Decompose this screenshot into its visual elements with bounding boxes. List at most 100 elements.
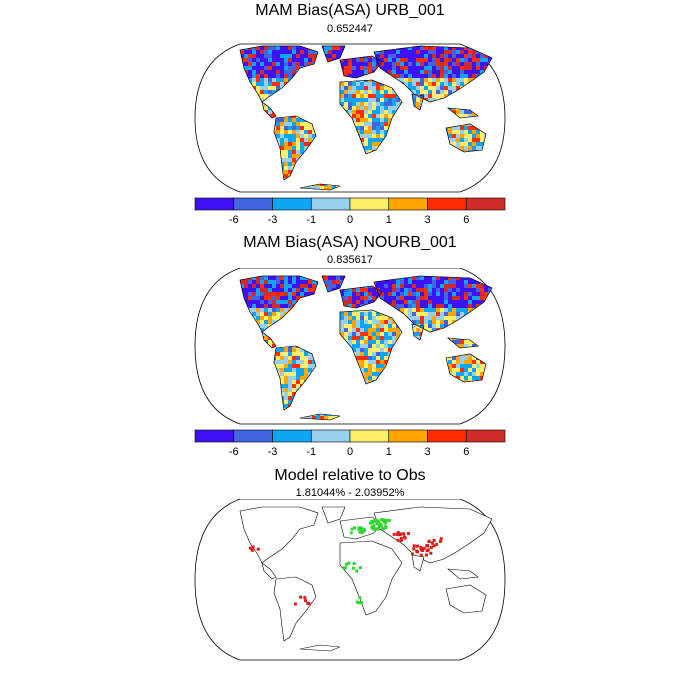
bias-cell [276,300,280,304]
bias-cell [476,42,480,46]
bias-cell [428,46,432,50]
bias-cell [284,170,288,174]
bias-cell [200,70,204,74]
bias-cell [384,94,388,98]
bias-cell [456,130,460,134]
bias-cell [420,58,424,62]
bias-cell [372,138,376,142]
bias-cell [384,352,388,356]
bias-cell [376,122,380,126]
bias-cell [376,86,380,90]
bias-cell [372,348,376,352]
bias-cell [456,316,460,320]
bias-cell [352,62,356,66]
bias-cell [392,300,396,304]
bias-cell [400,50,404,54]
bias-cell [356,102,360,106]
bias-cell [276,46,280,50]
bias-cell [448,364,452,368]
bias-cell [464,134,468,138]
bias-cell [444,66,448,70]
bias-cell [296,364,300,368]
bias-cell [300,288,304,292]
bias-cell [424,78,428,82]
bias-cell [292,368,296,372]
bias-cell [388,296,392,300]
bias-cell [352,340,356,344]
bias-cell [392,328,396,332]
bias-cell [432,304,436,308]
bias-cell [504,162,508,166]
bias-cell [400,54,404,58]
bias-cell [284,62,288,66]
bias-cell [372,292,376,296]
bias-cell [280,78,284,82]
bias-cell [212,46,216,50]
bias-cell [376,58,380,62]
bias-cell [336,280,340,284]
bias-cell [432,276,436,280]
bias-cell [272,70,276,74]
bias-cell [412,54,416,58]
bias-cell [452,142,456,146]
bias-cell [404,74,408,78]
bias-cell [328,284,332,288]
bias-cell [420,296,424,300]
bias-cell [284,364,288,368]
bias-cell [276,54,280,58]
bias-cell [364,150,368,154]
bias-cell [440,284,444,288]
bias-cell [288,288,292,292]
bias-cell [344,336,348,340]
bias-cell [336,276,340,280]
bias-cell [444,86,448,90]
bias-cell [284,74,288,78]
bias-cell [240,54,244,58]
bias-cell [472,292,476,296]
bias-cell [444,90,448,94]
bias-cell [444,296,448,300]
bias-cell [276,288,280,292]
bias-cell [424,316,428,320]
bias-cell [280,142,284,146]
bias-cell [248,54,252,58]
bias-cell [416,78,420,82]
bias-cell [196,58,200,62]
bias-cell [412,332,416,336]
bias-cell [264,58,268,62]
bias-cell [468,58,472,62]
bias-cell [368,292,372,296]
bias-cell [420,316,424,320]
bias-cell [260,276,264,280]
bias-cell [444,280,448,284]
bias-cell [292,70,296,74]
bias-cell [416,50,420,54]
bias-cell [356,336,360,340]
bias-cell [436,62,440,66]
bias-cell [268,288,272,292]
bias-cell [460,292,464,296]
bias-cell [440,58,444,62]
bias-cell [448,54,452,58]
bias-cell [292,158,296,162]
bias-cell [244,296,248,300]
bias-cell [460,78,464,82]
bias-cell [440,78,444,82]
bias-cell [432,66,436,70]
bias-cell [356,360,360,364]
bias-cell [332,276,336,280]
bias-cell [412,288,416,292]
bias-cell [292,58,296,62]
bias-cell [448,300,452,304]
bias-cell [272,62,276,66]
bias-cell [268,110,272,114]
bias-cell [200,292,204,296]
bias-cell [296,118,300,122]
bias-cell [296,372,300,376]
bias-cell [500,304,504,308]
bias-cell [288,58,292,62]
colorbar-swatch [272,197,312,211]
bias-cell [424,312,428,316]
bias-cell [476,360,480,364]
bias-cell [392,288,396,292]
